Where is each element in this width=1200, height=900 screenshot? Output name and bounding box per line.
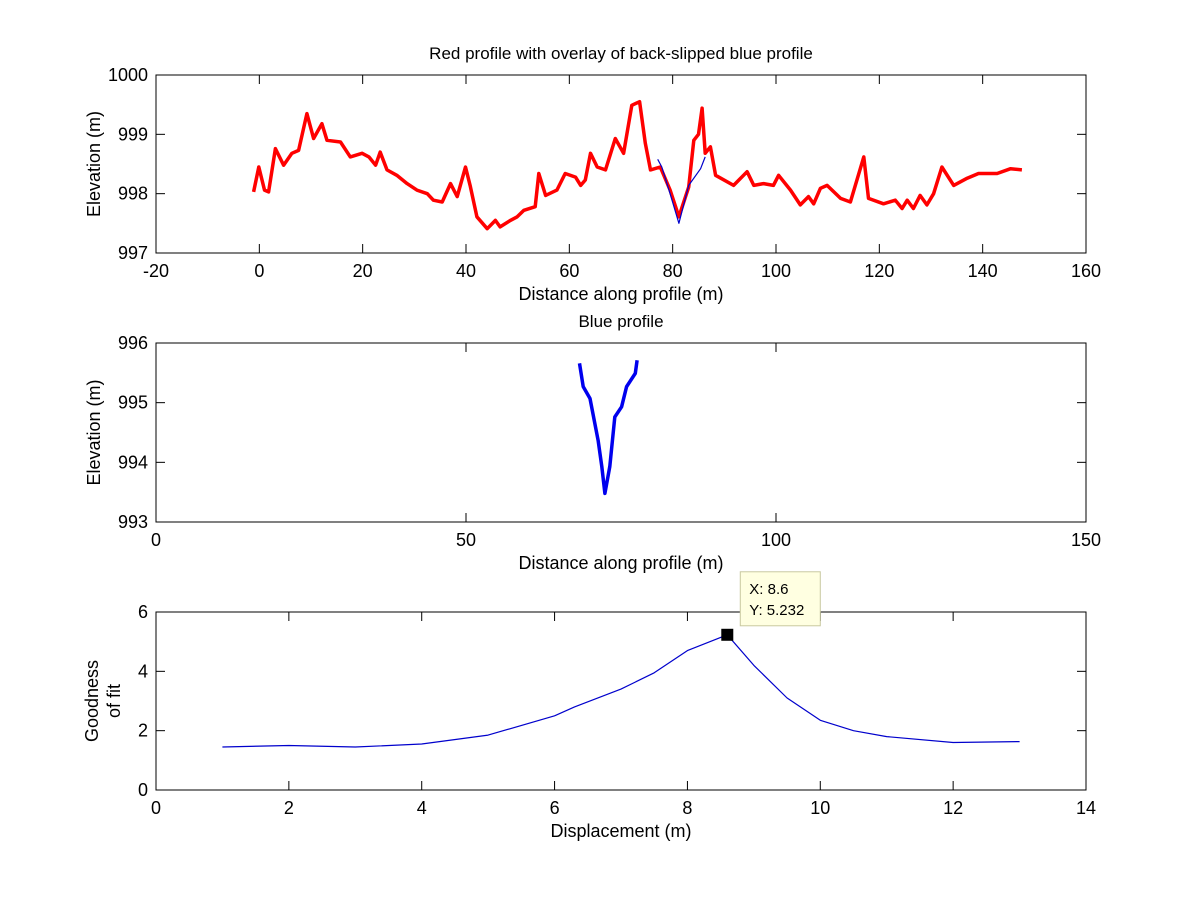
series-line-goodness-of-fit: [222, 634, 1020, 748]
axes-box: [155, 611, 1087, 791]
y-tick-label: 995: [118, 393, 148, 413]
y-tick-label: 999: [118, 124, 148, 144]
x-tick-label: 140: [968, 261, 998, 281]
x-axis-label: Distance along profile (m): [518, 284, 723, 304]
y-tick-label: 4: [138, 661, 148, 681]
chart-title: Red profile with overlay of back-slipped…: [429, 44, 813, 63]
x-tick-label: 120: [864, 261, 894, 281]
series-line-blue-profile: [577, 360, 639, 496]
x-tick-label: 2: [284, 798, 294, 818]
series-line-red-profile: [251, 99, 1023, 231]
axes-box: [155, 342, 1087, 523]
x-tick-label: 0: [151, 798, 161, 818]
x-tick-label: 150: [1071, 530, 1101, 550]
datatip-marker: [721, 628, 734, 641]
x-tick-label: 0: [151, 530, 161, 550]
y-axis-label: of fit: [104, 684, 124, 718]
y-tick-label: 994: [118, 452, 148, 472]
x-tick-label: 100: [761, 530, 791, 550]
x-tick-label: 8: [682, 798, 692, 818]
y-tick-label: 997: [118, 243, 148, 263]
x-tick-label: 80: [663, 261, 683, 281]
y-axis-label: Goodness: [82, 660, 102, 742]
x-tick-label: 4: [417, 798, 427, 818]
y-axis-label: Elevation (m): [84, 111, 104, 217]
x-tick-label: 20: [353, 261, 373, 281]
y-tick-label: 0: [138, 780, 148, 800]
x-tick-label: 100: [761, 261, 791, 281]
datatip-box: [739, 571, 821, 627]
x-tick-label: 6: [550, 798, 560, 818]
axes-box: [155, 74, 1087, 254]
x-axis-label: Displacement (m): [550, 821, 691, 841]
datatip-y: Y: 5.232: [749, 602, 804, 619]
axes-2: 0 50 100 150 993 994 995 996 Distance along prof…: [84, 312, 1101, 573]
series-line-back-slipped-blue-profile: [657, 156, 706, 224]
y-axis-label: Elevation (m): [84, 379, 104, 485]
y-tick-label: 1000: [108, 65, 148, 85]
y-tick-label: 998: [118, 184, 148, 204]
datatip-x: X: 8.6: [749, 581, 788, 598]
x-tick-label: 10: [810, 798, 830, 818]
x-tick-label: 14: [1076, 798, 1096, 818]
x-tick-label: 12: [943, 798, 963, 818]
x-tick-label: 50: [456, 530, 476, 550]
y-tick-label: 993: [118, 512, 148, 532]
x-tick-label: 0: [254, 261, 264, 281]
axes-1: -20 0 20 40 60 80 100 120 140 160 997 998 999 1000 Dis…: [84, 44, 1101, 304]
axes-3: 0 2 4 6 8 10 12 14 0 2 4 6 Displacement (m) Goodness o…: [82, 571, 1096, 841]
x-tick-label: 40: [456, 261, 476, 281]
x-tick-label: 160: [1071, 261, 1101, 281]
chart-title: Blue profile: [578, 312, 663, 331]
y-tick-label: 2: [138, 721, 148, 741]
y-tick-label: 6: [138, 602, 148, 622]
x-tick-label: 60: [559, 261, 579, 281]
x-axis-label: Distance along profile (m): [518, 553, 723, 573]
x-tick-label: -20: [143, 261, 169, 281]
y-tick-label: 996: [118, 333, 148, 353]
